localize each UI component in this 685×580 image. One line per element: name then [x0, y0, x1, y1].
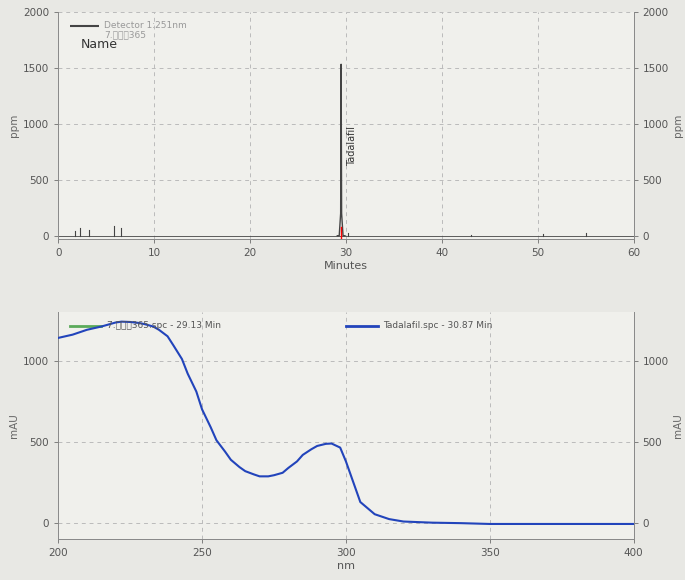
- Y-axis label: ppm: ppm: [673, 114, 683, 137]
- Y-axis label: mAU: mAU: [9, 414, 19, 438]
- Text: Tadalafil.spc - 30.87 Min: Tadalafil.spc - 30.87 Min: [384, 321, 493, 330]
- X-axis label: nm: nm: [337, 561, 355, 571]
- Y-axis label: mAU: mAU: [673, 414, 683, 438]
- Text: Name: Name: [82, 38, 119, 51]
- X-axis label: Minutes: Minutes: [324, 261, 368, 271]
- Y-axis label: ppm: ppm: [9, 114, 18, 137]
- Text: Detector 1:251nm: Detector 1:251nm: [104, 21, 187, 30]
- Text: 7.图表中365.spc - 29.13 Min: 7.图表中365.spc - 29.13 Min: [107, 321, 221, 330]
- Text: 7.图表中365: 7.图表中365: [104, 30, 147, 39]
- Text: Tadalafil: Tadalafil: [347, 126, 357, 166]
